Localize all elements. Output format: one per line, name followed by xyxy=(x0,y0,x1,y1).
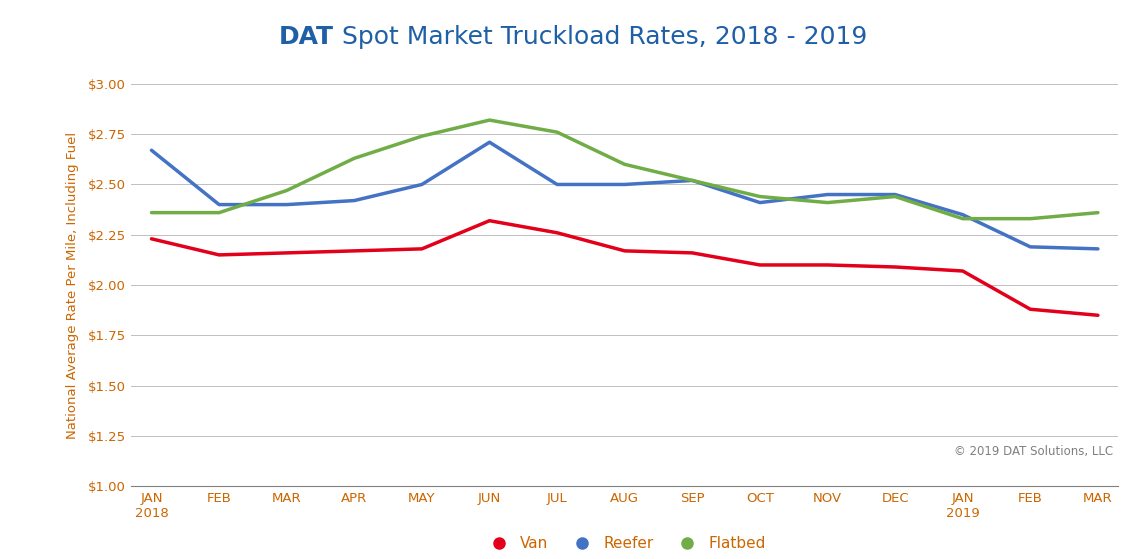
Legend: Van, Reefer, Flatbed: Van, Reefer, Flatbed xyxy=(477,530,772,557)
Y-axis label: National Average Rate Per Mile, Including Fuel: National Average Rate Per Mile, Includin… xyxy=(66,131,79,439)
Text: © 2019 DAT Solutions, LLC: © 2019 DAT Solutions, LLC xyxy=(954,445,1114,458)
Text: Spot Market Truckload Rates, 2018 - 2019: Spot Market Truckload Rates, 2018 - 2019 xyxy=(334,25,867,49)
Text: DAT: DAT xyxy=(280,25,334,49)
